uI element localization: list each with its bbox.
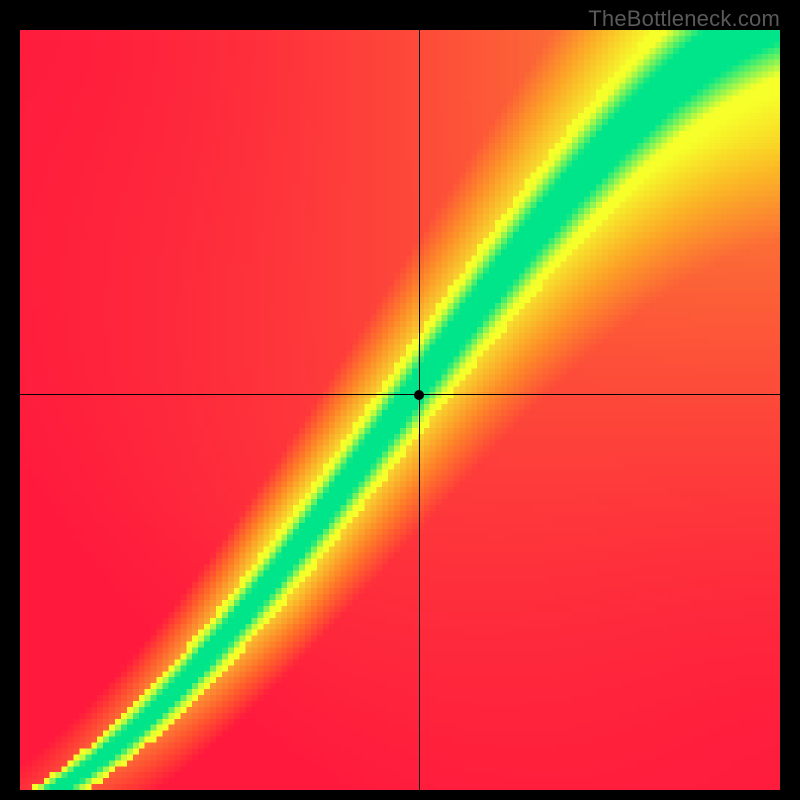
heatmap-canvas (20, 30, 780, 790)
chart-container: TheBottleneck.com (0, 0, 800, 800)
data-point-marker (414, 390, 424, 400)
crosshair-vertical (419, 30, 420, 790)
crosshair-horizontal (20, 394, 780, 395)
heatmap-plot (20, 30, 780, 790)
watermark-text: TheBottleneck.com (588, 6, 780, 32)
